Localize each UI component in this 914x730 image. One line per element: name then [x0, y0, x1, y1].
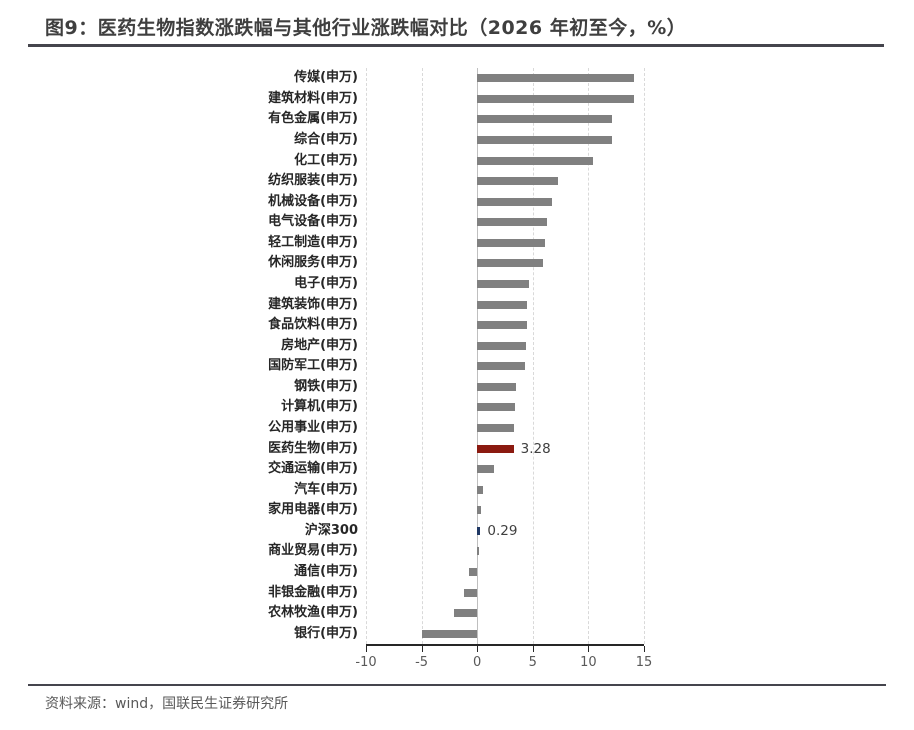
- bar: [477, 300, 528, 309]
- bar: [477, 506, 481, 515]
- bar: [477, 115, 612, 124]
- x-tick-label: -10: [355, 655, 377, 670]
- x-axis-line: [366, 644, 644, 646]
- bar: [477, 382, 517, 391]
- category-label: 钢铁(申万): [294, 378, 358, 394]
- x-tick-mark: [477, 646, 479, 652]
- source-text: 资料来源：wind，国联民生证券研究所: [45, 696, 289, 712]
- bar: [477, 197, 552, 206]
- category-label: 纺织服装(申万): [268, 173, 358, 189]
- category-label: 通信(申万): [294, 564, 358, 579]
- bar: [469, 568, 478, 576]
- x-tick-mark: [366, 646, 367, 652]
- bar: [463, 588, 478, 597]
- x-tick-mark: [532, 646, 534, 652]
- bar: [477, 218, 548, 227]
- bar: [477, 259, 543, 268]
- plot-area: -10 -5 0 5 10 15 3.28 0.29: [355, 68, 652, 670]
- category-label: 建筑材料(申万): [268, 90, 358, 106]
- x-tick-mark: [588, 646, 590, 652]
- x-tick-mark: [421, 646, 423, 652]
- category-label: 农林牧渔(申万): [268, 605, 358, 621]
- bar: [477, 321, 528, 330]
- category-label: 化工(申万): [294, 152, 358, 168]
- category-label: 有色金属(申万): [268, 111, 358, 127]
- footer-rule: [28, 684, 886, 686]
- bar: [477, 547, 479, 556]
- bar: [477, 156, 593, 165]
- gridline: [532, 68, 534, 644]
- bar: [477, 341, 527, 350]
- category-label: 电气设备(申万): [268, 214, 358, 230]
- category-label: 房地产(申万): [281, 337, 358, 353]
- x-tick-label: 10: [580, 655, 597, 670]
- bar: [477, 280, 530, 288]
- gridline: [588, 68, 590, 644]
- category-label: 国防军工(申万): [268, 358, 358, 374]
- category-label: 建筑装饰(申万): [268, 296, 358, 312]
- category-label: 商业贸易(申万): [268, 543, 358, 559]
- title-underline: [28, 44, 884, 47]
- bar: [477, 485, 483, 494]
- category-label: 计算机(申万): [281, 399, 358, 415]
- bar: [477, 465, 494, 474]
- gridline: [421, 68, 423, 644]
- bar: [477, 238, 546, 247]
- category-label: 食品饮料(申万): [268, 317, 358, 333]
- bar: [477, 403, 515, 412]
- zero-gridline: [477, 68, 479, 644]
- category-label: 综合(申万): [294, 132, 358, 147]
- bar: [421, 629, 478, 638]
- x-tick-label: 5: [528, 655, 537, 670]
- category-label: 汽车(申万): [294, 481, 358, 497]
- gridline: [366, 68, 367, 644]
- value-label: 0.29: [487, 522, 518, 539]
- gridline: [644, 68, 645, 644]
- bar: [477, 177, 559, 186]
- chart-title: 图9：医药生物指数涨跌幅与其他行业涨跌幅对比（2026 年初至今，%）: [45, 17, 687, 39]
- category-label: 交通运输(申万): [268, 461, 358, 477]
- category-label: 传媒(申万): [294, 70, 358, 86]
- category-label: 电子(申万): [294, 276, 358, 291]
- category-label: 公用事业(申万): [268, 420, 358, 435]
- category-label: 非银金融(申万): [268, 584, 358, 600]
- x-tick-label: 0: [473, 655, 482, 670]
- x-tick-mark: [644, 646, 645, 652]
- x-tick-label: 15: [635, 655, 653, 670]
- bar: [477, 74, 634, 83]
- bar-index: [477, 526, 481, 535]
- bar: [477, 94, 634, 103]
- category-labels: 传媒(申万) 建筑材料(申万) 有色金属(申万) 综合(申万) 化工(申万) 纺织服装(申…: [0, 68, 358, 644]
- category-label: 休闲服务(申万): [268, 255, 358, 271]
- bar: [477, 136, 612, 144]
- bar: [477, 424, 514, 432]
- category-label: 银行(申万): [294, 625, 358, 641]
- x-tick-label: -5: [415, 655, 429, 670]
- category-label: 医药生物(申万): [268, 440, 358, 456]
- value-label: 3.28: [520, 440, 551, 457]
- category-label: 沪深300: [304, 522, 358, 538]
- category-label: 机械设备(申万): [268, 193, 358, 209]
- category-label: 轻工制造(申万): [268, 234, 358, 250]
- bar: [477, 362, 525, 371]
- bar-highlighted: [477, 444, 514, 453]
- bar: [453, 609, 478, 618]
- category-label: 家用电器(申万): [268, 502, 358, 518]
